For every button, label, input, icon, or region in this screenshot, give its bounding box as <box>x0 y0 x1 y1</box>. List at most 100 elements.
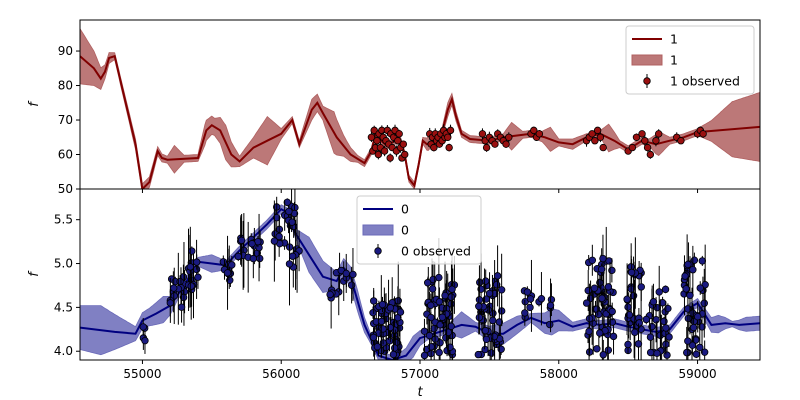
observed-point <box>256 254 264 263</box>
observed-point <box>646 348 655 357</box>
observed-point <box>700 299 708 307</box>
observed-point <box>535 130 544 138</box>
observed-point <box>482 277 490 285</box>
observed-point <box>698 323 706 331</box>
observed-point <box>369 333 378 342</box>
observed-point <box>475 302 483 310</box>
observed-point <box>188 247 196 255</box>
observed-point <box>270 237 279 245</box>
observed-point <box>285 207 293 216</box>
observed-point <box>395 130 403 138</box>
observed-point <box>689 266 697 274</box>
observed-point <box>377 317 386 326</box>
observed-point <box>591 137 599 145</box>
legend-top: 1 1 1 observed <box>625 25 755 95</box>
observed-point <box>342 269 350 278</box>
observed-point <box>396 308 405 316</box>
observed-point <box>700 348 709 356</box>
observed-point <box>423 279 432 287</box>
legend-box <box>625 25 755 95</box>
observed-point <box>186 263 195 271</box>
observed-point <box>505 133 513 141</box>
y-axis-label: f <box>27 270 42 277</box>
observed-point <box>482 335 491 343</box>
observed-point <box>474 350 483 359</box>
observed-point <box>487 349 495 357</box>
observed-point <box>491 140 499 148</box>
observed-point <box>694 312 702 321</box>
observed-point <box>420 327 429 335</box>
observed-point <box>635 319 643 327</box>
observed-point <box>604 283 613 291</box>
observed-point <box>497 286 506 294</box>
observed-point <box>194 273 202 281</box>
observed-point <box>682 285 690 293</box>
observed-point <box>493 272 502 280</box>
observed-point <box>609 332 618 341</box>
observed-point <box>632 133 641 141</box>
observed-point <box>391 344 399 352</box>
observed-point <box>686 291 694 299</box>
legend-label: 1 <box>670 32 678 47</box>
observed-point <box>662 324 670 332</box>
observed-point <box>401 150 409 159</box>
panel-bottom-plot <box>80 189 760 360</box>
legend-box <box>356 195 482 265</box>
x-axis-label: t <box>417 385 423 400</box>
observed-point <box>677 137 685 145</box>
legend-bottom: 0 0 0 observed <box>356 195 482 265</box>
observed-point <box>596 133 605 141</box>
observed-point <box>446 126 455 135</box>
observed-point <box>624 340 632 349</box>
observed-point <box>537 295 546 303</box>
observed-point <box>288 252 297 260</box>
observed-point <box>696 343 704 352</box>
observed-point <box>378 300 387 309</box>
observed-point <box>438 313 447 321</box>
uncertainty-band-top <box>80 27 760 189</box>
observed-point <box>430 143 438 152</box>
x-tick-label: 59000 <box>678 367 716 381</box>
observed-point <box>441 291 449 300</box>
observed-point <box>684 337 692 345</box>
observed-point <box>249 254 258 263</box>
legend-band-swatch <box>362 224 394 236</box>
observed-point <box>597 265 606 274</box>
observed-point <box>177 303 186 311</box>
x-tick-label: 55000 <box>123 367 161 381</box>
observed-point <box>502 140 510 148</box>
observed-point <box>349 270 357 279</box>
observed-point <box>226 276 234 284</box>
observed-point <box>373 137 381 145</box>
y-tick-label: 70 <box>58 113 73 127</box>
observed-point <box>526 303 534 312</box>
observed-point <box>448 285 456 293</box>
observed-point <box>523 288 532 296</box>
observed-point <box>475 296 484 304</box>
x-tick-label: 58000 <box>540 367 578 381</box>
observed-point <box>283 198 291 207</box>
x-tick-label: 56000 <box>262 367 300 381</box>
observed-point <box>631 328 639 337</box>
observed-point <box>445 143 453 152</box>
observed-point <box>234 252 242 261</box>
observed-point <box>646 150 655 159</box>
observed-point <box>492 280 501 289</box>
observed-point <box>369 308 377 317</box>
observed-point <box>380 147 389 155</box>
observed-point <box>689 323 698 332</box>
observed-point <box>386 154 394 162</box>
observed-point <box>652 316 660 324</box>
observed-point <box>638 130 646 138</box>
observed-point <box>643 143 652 152</box>
observed-point <box>379 325 387 333</box>
observed-point <box>663 351 671 359</box>
legend-label: 1 <box>670 53 678 68</box>
observed-point <box>326 290 334 299</box>
observed-point <box>193 258 201 266</box>
observed-point <box>425 331 434 340</box>
observed-point <box>653 349 661 357</box>
observed-point <box>634 340 643 348</box>
observed-point <box>688 341 697 349</box>
observed-point <box>176 277 184 286</box>
